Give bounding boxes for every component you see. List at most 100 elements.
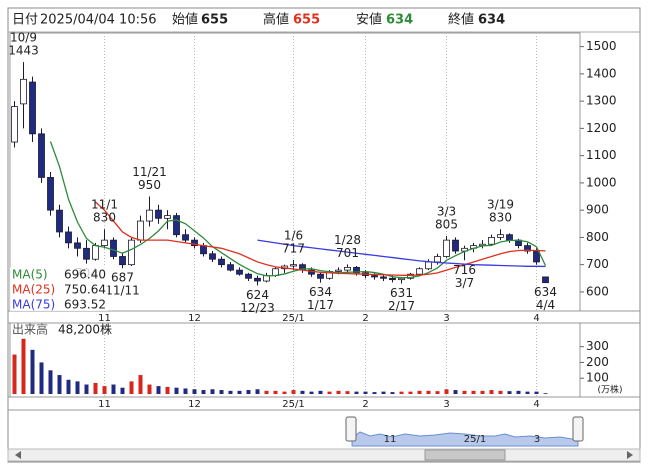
navigator-label: 3 [534,434,540,445]
volume-bar [489,390,494,394]
candle-body [245,273,252,279]
volume-bar [444,389,449,394]
y-tick-label: 1000 [586,175,617,189]
candle-body [254,277,261,282]
x-tick-label: 12 [188,399,201,410]
annotation-date: 11/21 [132,165,167,179]
volume-bar [417,390,422,394]
candle-body [128,239,135,266]
volume-bar [498,390,503,394]
annotation-value: 687 [111,271,134,285]
volume-bar [327,391,332,394]
volume-bar [192,389,197,394]
annotation-value: 805 [435,218,458,232]
y-tick-label: 1100 [586,148,617,162]
annotation-date: 11/1 [91,198,118,212]
volume-bar [399,391,404,394]
high-label: 高値 [263,12,289,28]
volume-bar [372,392,377,394]
legend-name: MA(25) [12,283,55,297]
volume-bar [363,391,368,394]
annotation-date: 4/4 [536,298,555,312]
y-tick-label: 200 [586,355,609,369]
volume-bar [462,390,467,394]
candle-body [20,78,27,105]
volume-bar [21,338,26,394]
volume-bar [309,391,314,394]
x-tick-label: 11 [98,313,111,324]
annotation-date: 1/28 [334,233,361,247]
volume-bar [174,387,179,394]
candle-body [524,245,531,252]
scroll-right[interactable] [627,451,633,459]
volume-title: 出来高 [12,322,48,337]
annotation-date: 2/17 [388,299,415,313]
date-label: 日付 [12,13,38,28]
close-value: 634 [478,13,505,28]
candle-body [533,250,540,263]
annotation-date: 3/3 [437,205,456,219]
candle-body [380,276,387,279]
volume-bar [93,382,98,394]
candle-body [452,239,459,252]
candle-body [56,209,63,233]
volume-bar [219,390,224,394]
volume-bar [408,391,413,394]
volume-bar [273,390,278,394]
candle-body [389,277,396,281]
candle-body [92,245,99,260]
navigator-handle-left[interactable] [345,416,357,442]
volume-bar [534,391,539,394]
candle-body [137,220,144,241]
candle-body [227,264,234,271]
candle-body [29,81,36,135]
candle-body [497,234,504,238]
close-label: 終値 [448,12,474,28]
volume-bar [30,349,35,394]
candle-body [110,239,117,257]
legend-value: 696.40 [64,268,106,282]
volume-bar [39,362,44,394]
volume-bar [282,391,287,394]
annotation-value: 624 [246,288,269,302]
y-tick-label: 1500 [586,39,617,53]
legend-value: 750.64 [64,283,106,297]
candle-body [371,275,378,278]
candle-body [290,264,297,267]
navigator-handle-right[interactable] [572,416,584,442]
candle-body [200,245,207,255]
scrollbar[interactable] [7,448,641,462]
candle-body [353,266,360,274]
volume-bar [516,390,521,394]
volume-bar [525,391,530,394]
candle-body [146,209,153,222]
annotation-value: 716 [453,263,476,277]
candle-body [542,276,549,284]
candle-body [173,215,180,236]
candle-body [83,247,90,260]
x-tick-label: 12 [188,313,201,324]
x-tick-label: 2 [362,313,368,324]
volume-bar [390,392,395,394]
candle-body [218,258,225,266]
volume-bar [426,390,431,394]
volume-bar [237,390,242,394]
scrollbar-thumb[interactable] [424,449,506,461]
volume-bar [435,391,440,394]
candle-body [11,106,18,143]
volume-bar [543,393,548,394]
volume-bar [57,375,62,394]
volume-bar [480,390,485,394]
scroll-left[interactable] [15,451,21,459]
volume-bar [156,386,161,394]
volume-bar [111,384,116,394]
navigator-area [351,431,579,447]
candle-body [74,242,81,249]
volume-bar [75,381,80,394]
candle-body [119,256,126,266]
annotation-date: 3/19 [487,198,514,212]
candle-body [416,268,423,275]
annotation-date: 1/17 [307,298,334,312]
open-value: 655 [201,13,228,28]
